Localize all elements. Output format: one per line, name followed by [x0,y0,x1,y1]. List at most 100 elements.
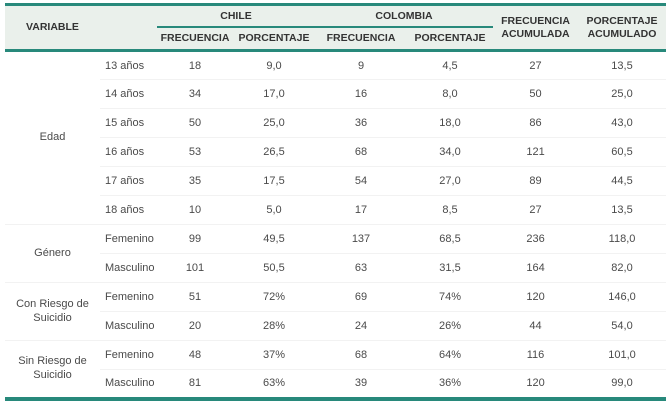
table-row: Con Riesgo de Suicidio Femenino 51 72% 69 74%… [5,282,667,341]
subcategory-label: Femenino [100,340,157,370]
header-group-colombia: COLOMBIA [315,4,494,28]
value-cell: 27,0 [407,166,494,196]
table-row: Género Femenino 99 49,5 137 68,5 236 118,0 [5,224,667,283]
value-cell: 101 [157,253,233,283]
value-cell: 8,5 [407,195,494,225]
variable-group-label: Sin Riesgo de Suicidio [5,340,100,399]
value-cell: 48 [157,340,233,370]
table-body: Edad 13 años 18 9,0 9 4,5 27 13,5 14 años 34 17,0 1… [5,50,667,399]
value-cell: 120 [493,282,579,312]
header-chile-frecuencia: FRECUENCIA [157,26,233,52]
value-cell: 99 [157,224,233,254]
table-row: Masculino 101 50,5 63 31,5 164 82,0 [5,253,667,283]
table-row: Masculino 20 28% 24 26% 44 54,0 [5,311,667,341]
subcategory-label: 14 años [100,79,157,109]
value-cell: 27 [493,50,579,80]
variable-group-label: Con Riesgo de Suicidio [5,282,100,341]
value-cell: 64% [407,340,494,370]
value-cell: 121 [493,137,579,167]
value-cell: 101,0 [578,340,667,370]
value-cell: 137 [315,224,407,254]
header-subcategory-spacer [100,4,157,52]
value-cell: 20 [157,311,233,341]
value-cell: 34 [157,79,233,109]
value-cell: 37% [233,340,315,370]
value-cell: 17,5 [233,166,315,196]
value-cell: 81 [157,369,233,399]
value-cell: 9 [315,50,407,80]
value-cell: 74% [407,282,494,312]
statistics-table: VARIABLE CHILE COLOMBIA FRECUENCIA ACUMU… [5,3,667,401]
value-cell: 25,0 [578,79,667,109]
header-sub-row: FRECUENCIA PORCENTAJE FRECUENCIA PORCENT… [5,26,666,52]
value-cell: 49,5 [233,224,315,254]
value-cell: 17,0 [233,79,315,109]
value-cell: 44 [493,311,579,341]
value-cell: 164 [493,253,579,283]
header-group-chile: CHILE [157,4,315,28]
table-row: 18 años 10 5,0 17 8,5 27 13,5 [5,195,667,225]
value-cell: 27 [493,195,579,225]
subcategory-label: Femenino [100,224,157,254]
value-cell: 51 [157,282,233,312]
value-cell: 36 [315,108,407,138]
header-group-row: VARIABLE CHILE COLOMBIA FRECUENCIA ACUMU… [5,4,667,52]
value-cell: 39 [315,369,407,399]
value-cell: 72% [233,282,315,312]
value-cell: 17 [315,195,407,225]
value-cell: 63 [315,253,407,283]
value-cell: 68 [315,340,407,370]
value-cell: 25,0 [233,108,315,138]
table-header: VARIABLE CHILE COLOMBIA FRECUENCIA ACUMU… [5,4,667,52]
value-cell: 36% [407,369,494,399]
table-row: 15 años 50 25,0 36 18,0 86 43,0 [5,108,667,138]
value-cell: 54,0 [578,311,667,341]
value-cell: 43,0 [578,108,667,138]
value-cell: 146,0 [578,282,667,312]
value-cell: 50,5 [233,253,315,283]
table-row: 17 años 35 17,5 54 27,0 89 44,5 [5,166,667,196]
value-cell: 28% [233,311,315,341]
subcategory-label: 15 años [100,108,157,138]
header-colombia-frecuencia: FRECUENCIA [315,26,407,52]
value-cell: 26% [407,311,494,341]
value-cell: 54 [315,166,407,196]
value-cell: 118,0 [578,224,667,254]
subcategory-label: Masculino [100,253,157,283]
value-cell: 16 [315,79,407,109]
subcategory-label: Femenino [100,282,157,312]
header-frecuencia-acumulada: FRECUENCIA ACUMULADA [493,4,579,52]
subcategory-label: Masculino [100,369,157,399]
value-cell: 68,5 [407,224,494,254]
value-cell: 34,0 [407,137,494,167]
value-cell: 9,0 [233,50,315,80]
value-cell: 86 [493,108,579,138]
header-colombia-porcentaje: PORCENTAJE [407,26,494,52]
subcategory-label: 17 años [100,166,157,196]
value-cell: 116 [493,340,579,370]
table-row: Masculino 81 63% 39 36% 120 99,0 [5,369,667,399]
header-chile-porcentaje: PORCENTAJE [233,26,315,52]
value-cell: 44,5 [578,166,667,196]
value-cell: 35 [157,166,233,196]
value-cell: 24 [315,311,407,341]
value-cell: 8,0 [407,79,494,109]
value-cell: 99,0 [578,369,667,399]
table-row: 14 años 34 17,0 16 8,0 50 25,0 [5,79,667,109]
value-cell: 13,5 [578,195,667,225]
subcategory-label: Masculino [100,311,157,341]
value-cell: 89 [493,166,579,196]
value-cell: 10 [157,195,233,225]
value-cell: 63% [233,369,315,399]
variable-group-label: Género [5,224,100,283]
subcategory-label: 16 años [100,137,157,167]
value-cell: 18,0 [407,108,494,138]
value-cell: 50 [157,108,233,138]
header-variable: VARIABLE [5,4,100,52]
value-cell: 5,0 [233,195,315,225]
value-cell: 26,5 [233,137,315,167]
value-cell: 50 [493,79,579,109]
value-cell: 69 [315,282,407,312]
value-cell: 60,5 [578,137,667,167]
table-row: Edad 13 años 18 9,0 9 4,5 27 13,5 [5,50,667,225]
